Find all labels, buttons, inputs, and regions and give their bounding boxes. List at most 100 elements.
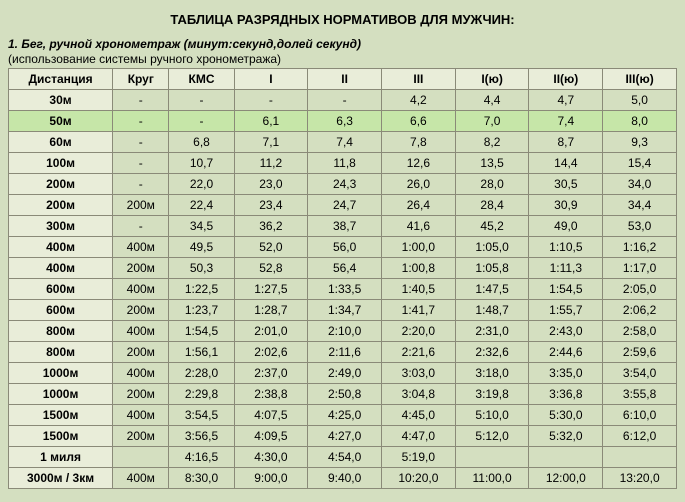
value-cell: 2:32,6 [455,342,529,363]
value-cell: 26,0 [382,174,456,195]
value-cell: 4:47,0 [382,426,456,447]
value-cell: 12,6 [382,153,456,174]
value-cell: 38,7 [308,216,382,237]
value-cell: 34,4 [603,195,677,216]
value-cell: 7,0 [455,111,529,132]
value-cell: 400м [113,237,169,258]
value-cell: 2:31,0 [455,321,529,342]
value-cell: 1:41,7 [382,300,456,321]
value-cell: 6:12,0 [603,426,677,447]
value-cell: 1:16,2 [603,237,677,258]
value-cell: 13,5 [455,153,529,174]
table-row: 600м400м1:22,51:27,51:33,51:40,51:47,51:… [9,279,677,300]
value-cell: - [234,90,308,111]
table-header-row: ДистанцияКругКМСIIIIIII(ю)II(ю)III(ю) [9,69,677,90]
value-cell: 4:54,0 [308,447,382,468]
value-cell: 1:34,7 [308,300,382,321]
value-cell: 9:00,0 [234,468,308,489]
value-cell: 200м [113,258,169,279]
value-cell: 8,7 [529,132,603,153]
value-cell: 9,3 [603,132,677,153]
value-cell: 1:22,5 [169,279,234,300]
value-cell: 4:27,0 [308,426,382,447]
value-cell: 3:36,8 [529,384,603,405]
value-cell: 6,1 [234,111,308,132]
value-cell: 8,0 [603,111,677,132]
table-row: 1000м400м2:28,02:37,02:49,03:03,03:18,03… [9,363,677,384]
value-cell: 2:37,0 [234,363,308,384]
value-cell: 6:10,0 [603,405,677,426]
value-cell: 1:27,5 [234,279,308,300]
value-cell: 52,8 [234,258,308,279]
table-row: 800м200м1:56,12:02,62:11,62:21,62:32,62:… [9,342,677,363]
value-cell: 45,2 [455,216,529,237]
distance-cell: 200м [9,195,113,216]
value-cell [113,447,169,468]
value-cell: 52,0 [234,237,308,258]
value-cell: 36,2 [234,216,308,237]
value-cell: - [113,216,169,237]
value-cell: 41,6 [382,216,456,237]
section-note: (использование системы ручного хронометр… [8,52,677,66]
value-cell: 3:54,5 [169,405,234,426]
value-cell: 49,0 [529,216,603,237]
distance-cell: 50м [9,111,113,132]
value-cell: - [113,90,169,111]
value-cell: 4,4 [455,90,529,111]
value-cell: 2:29,8 [169,384,234,405]
value-cell: 4:16,5 [169,447,234,468]
value-cell: 2:02,6 [234,342,308,363]
value-cell: 28,0 [455,174,529,195]
table-body: 30м----4,24,44,75,050м--6,16,36,67,07,48… [9,90,677,489]
distance-cell: 1000м [9,384,113,405]
distance-cell: 30м [9,90,113,111]
value-cell: 3:19,8 [455,384,529,405]
value-cell: 1:40,5 [382,279,456,300]
value-cell: 1:48,7 [455,300,529,321]
value-cell: 2:10,0 [308,321,382,342]
value-cell: 1:56,1 [169,342,234,363]
value-cell: 8,2 [455,132,529,153]
value-cell: 1:28,7 [234,300,308,321]
value-cell: 5:32,0 [529,426,603,447]
distance-cell: 1000м [9,363,113,384]
table-header-cell: КМС [169,69,234,90]
table-row: 30м----4,24,44,75,0 [9,90,677,111]
value-cell: 50,3 [169,258,234,279]
table-row: 300м-34,536,238,741,645,249,053,0 [9,216,677,237]
table-row: 400м200м50,352,856,41:00,81:05,81:11,31:… [9,258,677,279]
distance-cell: 1500м [9,405,113,426]
value-cell: 2:11,6 [308,342,382,363]
value-cell: 7,4 [308,132,382,153]
value-cell: 53,0 [603,216,677,237]
table-row: 1000м200м2:29,82:38,82:50,83:04,83:19,83… [9,384,677,405]
value-cell: 23,4 [234,195,308,216]
value-cell: 30,9 [529,195,603,216]
value-cell: 200м [113,342,169,363]
table-header-cell: III(ю) [603,69,677,90]
value-cell: 3:54,0 [603,363,677,384]
value-cell: 1:05,0 [455,237,529,258]
value-cell: - [113,111,169,132]
value-cell: 6,6 [382,111,456,132]
distance-cell: 600м [9,300,113,321]
table-row: 200м-22,023,024,326,028,030,534,0 [9,174,677,195]
table-header-cell: I(ю) [455,69,529,90]
value-cell: 49,5 [169,237,234,258]
table-header-cell: Дистанция [9,69,113,90]
value-cell: 200м [113,384,169,405]
value-cell: 1:11,3 [529,258,603,279]
value-cell: 7,8 [382,132,456,153]
table-row: 3000м / 3км400м8:30,09:00,09:40,010:20,0… [9,468,677,489]
table-header-cell: II(ю) [529,69,603,90]
value-cell: 1:54,5 [529,279,603,300]
table-row: 1500м400м3:54,54:07,54:25,04:45,05:10,05… [9,405,677,426]
table-row: 100м-10,711,211,812,613,514,415,4 [9,153,677,174]
value-cell: 2:38,8 [234,384,308,405]
value-cell: - [169,111,234,132]
value-cell: 2:05,0 [603,279,677,300]
distance-cell: 800м [9,342,113,363]
distance-cell: 600м [9,279,113,300]
value-cell: 400м [113,363,169,384]
standards-table: ДистанцияКругКМСIIIIIII(ю)II(ю)III(ю) 30… [8,68,677,489]
